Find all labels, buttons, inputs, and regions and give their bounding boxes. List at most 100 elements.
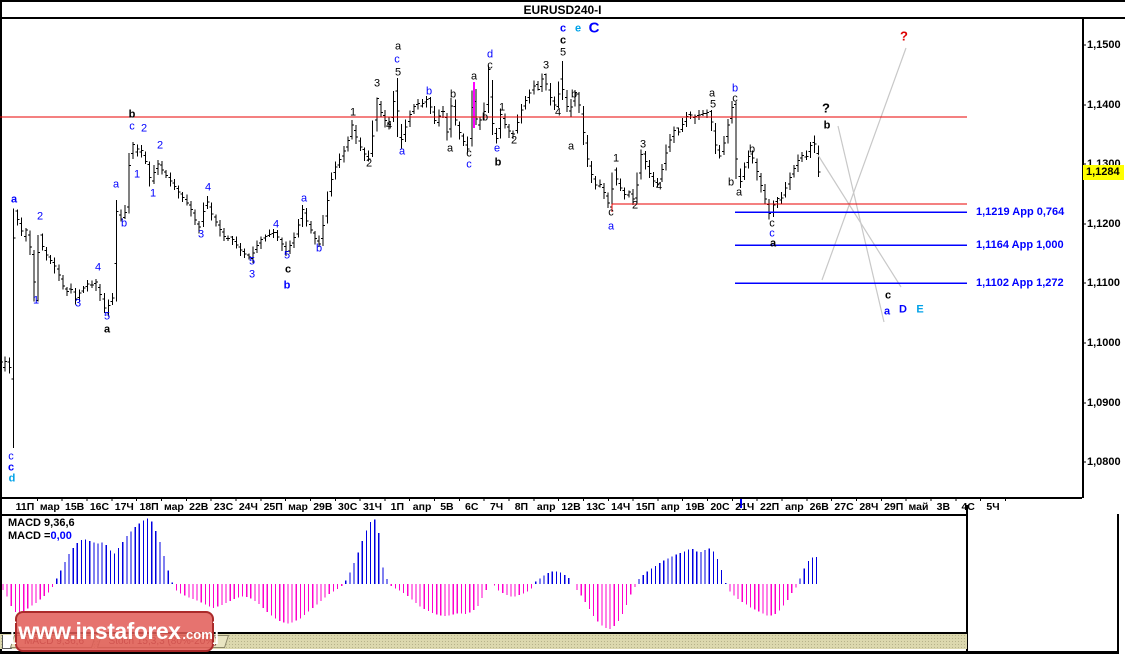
macd-bottom-border [0, 632, 967, 634]
wave-label: a [883, 305, 891, 318]
date-axis-label: мар [288, 501, 308, 513]
subwindow-right-border [966, 505, 968, 652]
window-left-border [0, 0, 2, 654]
wave-label: 5 [103, 310, 111, 323]
wave-label: 2 [510, 134, 518, 147]
date-axis-label: 26В [809, 501, 829, 513]
date-axis-label: 14Ч [611, 501, 631, 513]
wave-label: c [732, 92, 738, 105]
instaforex-watermark[interactable]: [ www.instaforex .com ] [10, 611, 219, 652]
date-axis-label: 12В [561, 501, 581, 513]
wave-label: 2 [631, 199, 639, 212]
wave-label: E [916, 303, 924, 316]
price-axis-label: 1,1100 [1087, 277, 1121, 289]
price-axis-label: 1,1400 [1087, 99, 1121, 111]
wave-label: c [769, 217, 775, 230]
date-axis-label: 5Ч [986, 501, 1000, 513]
wave-label: c [487, 59, 493, 72]
price-axis-label: 1,1000 [1087, 337, 1121, 349]
wave-label: 1 [32, 294, 40, 307]
wave-label: 5 [394, 66, 402, 79]
price-axis-baseline [0, 497, 1082, 499]
wave-label: a [103, 323, 111, 336]
wave-label: D [899, 303, 907, 316]
macd-top-border [0, 514, 967, 516]
date-axis-label: 1П [390, 501, 404, 513]
wave-label: a [708, 87, 716, 100]
wave-label: 4 [385, 119, 393, 132]
date-axis-label: 22П [759, 501, 780, 513]
wave-label: 1 [612, 152, 620, 165]
wave-label: 3 [639, 138, 647, 151]
watermark-text: www.instaforex [18, 618, 181, 644]
wave-label: 1 [498, 101, 506, 114]
wave-label: 2 [140, 122, 148, 135]
macd-name-label: MACD 9,36,6 [8, 517, 75, 529]
window-bottom-border [0, 651, 1119, 654]
price-axis-label: 1,0800 [1087, 456, 1121, 468]
wave-label: a [10, 193, 18, 206]
wave-label: b [570, 88, 578, 101]
wave-label: b [283, 279, 291, 292]
wave-label: c [559, 22, 567, 35]
wave-label: c [466, 158, 472, 171]
wave-label: 5 [248, 255, 256, 268]
price-axis-label: 1,1500 [1087, 39, 1121, 51]
chart-title: EURUSD240-I [523, 3, 602, 17]
watermark-suffix: .com [182, 627, 213, 642]
wave-label: b [315, 242, 323, 255]
wave-label: ? [822, 100, 830, 116]
wave-label: a [735, 186, 743, 199]
wave-label: 3 [74, 297, 82, 310]
date-axis-label: апр [661, 501, 680, 513]
wave-label: 1 [349, 106, 357, 119]
wave-label: b [727, 176, 735, 189]
wave-label: b [481, 111, 489, 124]
wave-label: a [470, 70, 478, 83]
date-axis-label: 3В [936, 501, 951, 513]
date-axis-label: 22В [189, 501, 209, 513]
indicator-tab-strip [0, 634, 967, 649]
wave-label: 3 [248, 268, 256, 281]
wave-label: b [748, 143, 756, 156]
date-axis-label: мар [163, 501, 184, 513]
date-axis-label: май [908, 501, 929, 513]
wave-label: ? [900, 28, 908, 44]
wave-label: 4 [554, 106, 562, 119]
macd-value-label: MACD =0,00 [8, 530, 72, 542]
date-axis-label: 24Ч [238, 501, 258, 513]
wave-label: c [8, 450, 14, 463]
wave-label: b [823, 119, 831, 132]
date-axis-label: 5В [440, 501, 454, 513]
wave-label: c [884, 289, 892, 302]
wave-label: a [769, 237, 777, 250]
date-axis-label: апр [412, 501, 432, 513]
wave-label: 3 [373, 77, 381, 90]
date-axis-label: 19В [685, 501, 705, 513]
date-axis-label: 18П [139, 501, 159, 513]
wave-label: d [486, 48, 494, 61]
wave-label: c [559, 34, 567, 47]
date-axis-label: 6С [465, 501, 479, 513]
date-axis-label: апр [785, 501, 804, 513]
date-axis-label: 20С [710, 501, 730, 513]
wave-label: a [567, 140, 575, 153]
date-axis-label: мар [39, 501, 60, 513]
wave-label: c [608, 206, 614, 219]
wave-label: b [449, 88, 457, 101]
date-axis-label: 21Ч [735, 501, 755, 513]
wave-label: 4 [272, 218, 280, 231]
wave-label: b [494, 156, 502, 169]
wave-label: c [129, 120, 135, 133]
wave-label: C [588, 19, 600, 37]
wave-label: 4 [655, 180, 663, 193]
date-axis-label: 15В [64, 501, 85, 513]
wave-label: 2 [156, 139, 164, 152]
wave-label: 2 [365, 157, 373, 170]
macd-value-number: 0,00 [50, 530, 72, 542]
wave-label: c [466, 147, 472, 160]
price-axis-label: 1,0900 [1087, 397, 1121, 409]
wave-label: b [128, 108, 136, 121]
date-axis-label: 23С [213, 501, 234, 513]
price-axis-line [1082, 19, 1084, 498]
